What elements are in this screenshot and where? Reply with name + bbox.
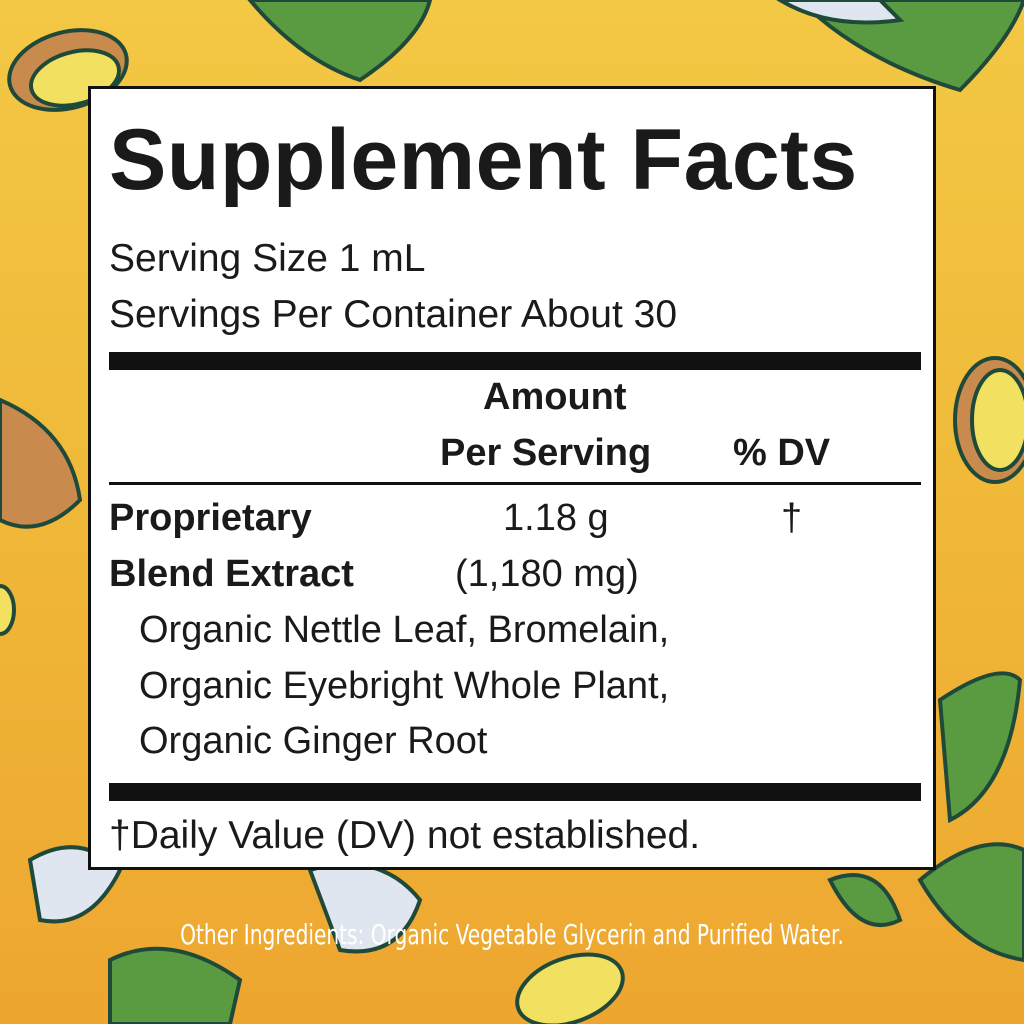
ingredient-line: Organic Ginger Root — [139, 720, 488, 762]
footnote: †Daily Value (DV) not established. — [109, 814, 701, 857]
serving-size: Serving Size 1 mL — [109, 237, 426, 280]
amount-header-line2: Per Serving — [440, 432, 652, 474]
other-ingredients: Other Ingredients: Organic Vegetable Gly… — [180, 918, 844, 951]
blend-name-line2: Blend Extract — [109, 553, 354, 595]
servings-per-container: Servings Per Container About 30 — [109, 293, 678, 336]
thick-divider — [109, 783, 921, 801]
blend-name-line1: Proprietary — [109, 497, 312, 539]
supplement-facts-panel: Supplement Facts Serving Size 1 mL Servi… — [88, 86, 936, 870]
blend-amount: 1.18 g — [503, 497, 609, 539]
thick-divider — [109, 352, 921, 370]
blend-amount-mg: (1,180 mg) — [455, 553, 639, 595]
dv-header: % DV — [733, 432, 831, 474]
amount-header-line1: Amount — [483, 376, 627, 418]
panel-title: Supplement Facts — [109, 112, 858, 208]
thin-divider — [109, 482, 921, 485]
blend-dv: † — [781, 497, 803, 539]
ingredient-line: Organic Eyebright Whole Plant, — [139, 665, 670, 707]
ingredient-line: Organic Nettle Leaf, Bromelain, — [139, 609, 670, 651]
